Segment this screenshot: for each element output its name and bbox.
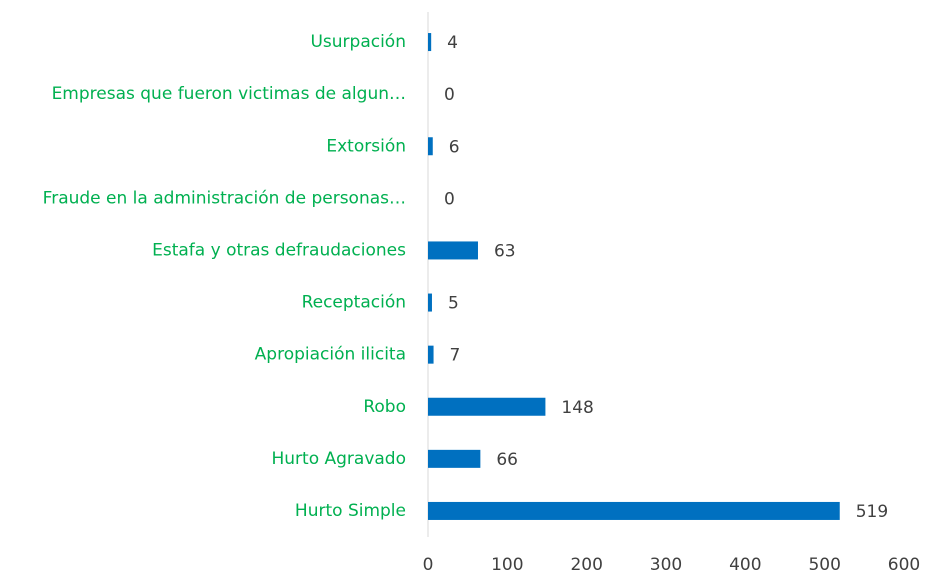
y-tick-label: Extorsión — [326, 136, 406, 156]
y-tick-label: Empresas que fueron victimas de algun… — [52, 84, 406, 104]
x-tick-label: 600 — [888, 555, 920, 575]
bar — [428, 501, 840, 520]
data-label: 66 — [496, 450, 518, 470]
bar — [428, 241, 478, 260]
x-tick-label: 200 — [570, 555, 602, 575]
data-label: 6 — [449, 137, 460, 157]
data-label: 148 — [561, 398, 593, 418]
x-tick-label: 100 — [491, 555, 523, 575]
data-label: 4 — [447, 33, 458, 53]
data-label: 0 — [444, 85, 455, 105]
x-tick-label: 300 — [650, 555, 682, 575]
bar — [428, 137, 433, 156]
y-tick-label: Hurto Simple — [295, 501, 406, 521]
bar — [428, 449, 481, 468]
y-tick-label: Hurto Agravado — [271, 449, 406, 469]
y-tick-label: Fraude en la administración de personas… — [43, 188, 406, 208]
bar — [428, 33, 432, 52]
data-label: 7 — [450, 346, 461, 366]
y-tick-label: Apropiación ilicita — [255, 345, 406, 365]
data-label: 63 — [494, 241, 516, 261]
y-tick-label: Estafa y otras defraudaciones — [152, 240, 406, 260]
x-tick-label: 400 — [729, 555, 761, 575]
data-label: 0 — [444, 189, 455, 209]
y-tick-label: Robo — [363, 397, 406, 417]
bar — [428, 293, 432, 312]
bar — [428, 397, 546, 416]
data-label: 5 — [448, 294, 459, 314]
y-tick-label: Receptación — [302, 293, 406, 313]
y-tick-label: Usurpación — [310, 32, 406, 52]
bar — [428, 345, 434, 364]
x-tick-label: 0 — [423, 555, 434, 575]
data-label: 519 — [856, 502, 888, 522]
x-tick-label: 500 — [808, 555, 840, 575]
